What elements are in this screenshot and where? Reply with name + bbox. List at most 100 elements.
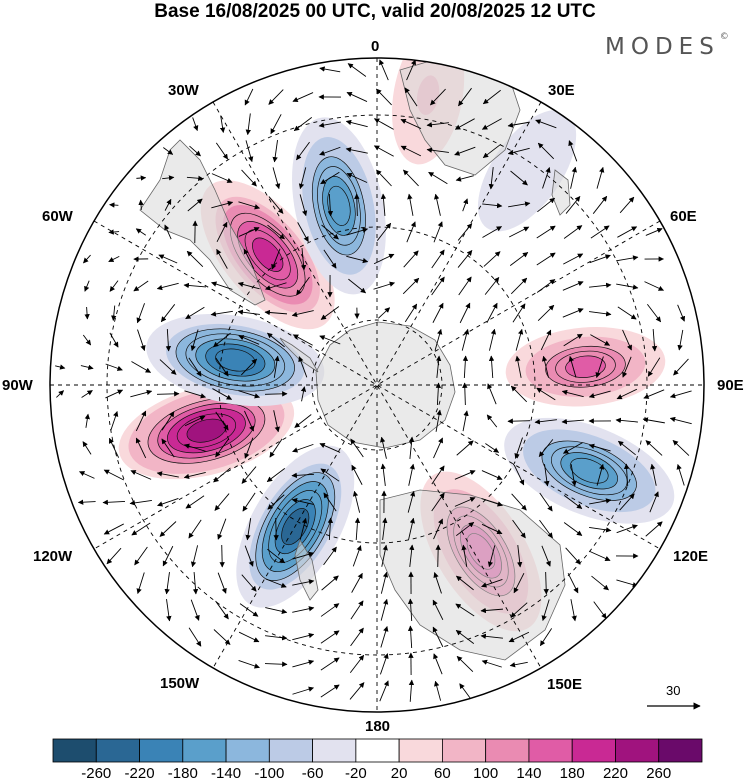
wind-vector: [186, 250, 204, 268]
wind-vector: [80, 364, 94, 370]
wind-vector: [110, 410, 119, 431]
wind-vector: [433, 221, 443, 243]
wind-vector: [509, 661, 528, 668]
wind-vector: [462, 198, 469, 212]
wind-vector: [183, 443, 206, 452]
wind-vector: [354, 193, 360, 217]
wind-vector: [327, 193, 334, 217]
anomaly-contour: [327, 185, 351, 226]
anomaly-s-atlantic-high: [200, 180, 335, 330]
wind-vector: [298, 167, 307, 190]
wind-vector: [352, 490, 361, 513]
wind-vector: [136, 303, 145, 324]
anomaly-east-indian-high: [495, 322, 676, 412]
wind-vector: [293, 116, 313, 132]
wind-vector: [570, 166, 577, 189]
wind-vector: [508, 201, 531, 208]
wind-vector: [102, 499, 126, 506]
wind-vector: [409, 544, 415, 567]
wind-vector: [462, 355, 469, 379]
wind-vector: [162, 545, 174, 567]
wind-vector: [408, 463, 415, 486]
colorbar-tick-label: -220: [124, 765, 155, 782]
wind-vector: [512, 519, 526, 539]
wind-vector: [589, 551, 611, 561]
colorbar-swatch: [528, 738, 573, 763]
wind-vector: [480, 633, 503, 640]
wind-vector: [292, 579, 315, 586]
wind-vector: [536, 225, 556, 239]
wind-vector: [488, 355, 495, 379]
wind-vector: [244, 410, 254, 432]
wind-vector: [454, 470, 476, 480]
wind-vector: [431, 276, 445, 296]
wind-vector: [346, 255, 369, 264]
colorbar-tick-label: -20: [345, 765, 367, 782]
wind-vector: [669, 416, 692, 425]
wind-vector: [543, 571, 549, 595]
wind-vector: [129, 500, 152, 506]
wind-vector: [402, 277, 420, 295]
wind-vector: [481, 118, 502, 130]
wind-vector: [677, 329, 684, 351]
wind-vector: [320, 684, 340, 698]
wind-vector: [354, 517, 361, 541]
lon-label-120e: 120E: [673, 548, 709, 565]
wind-vector: [435, 544, 441, 568]
wind-vector: [268, 89, 284, 105]
wind-vector: [321, 224, 339, 240]
wind-vector: [190, 599, 200, 621]
wind-vector: [435, 355, 442, 378]
wind-vector: [565, 547, 581, 565]
wind-vector: [81, 390, 93, 398]
wind-vector: [238, 335, 260, 345]
wind-vector: [536, 252, 556, 266]
wind-vector: [264, 282, 287, 291]
wind-vector: [589, 498, 612, 505]
lon-label-30w: 30W: [168, 82, 199, 99]
wind-vector: [348, 278, 367, 294]
meridian-60e-120w: [93, 220, 661, 550]
wind-vector: [380, 625, 389, 648]
wind-vector: [544, 464, 550, 487]
wind-vector: [514, 437, 523, 459]
wind-vector: [245, 140, 254, 163]
wind-vector: [192, 572, 199, 595]
wind-vector: [482, 202, 503, 209]
wind-vector: [595, 356, 604, 378]
wind-vector: [55, 364, 66, 370]
wind-vector: [481, 470, 503, 480]
wind-vector: [217, 518, 227, 540]
wind-vector: [135, 228, 147, 236]
wind-vector: [292, 659, 315, 668]
wind-vector: [188, 627, 202, 647]
wind-vector: [486, 414, 498, 428]
wind-vector: [456, 655, 474, 672]
wind-vector: [645, 521, 663, 537]
wind-vector: [512, 303, 526, 323]
wind-vector: [563, 225, 583, 239]
wind-vector: [352, 545, 362, 567]
meridian-30e-150w: [212, 101, 542, 669]
wind-vector: [485, 443, 500, 453]
wind-vector: [487, 545, 496, 568]
wind-vector: [535, 119, 557, 129]
logo-text: MODES: [605, 34, 720, 60]
wind-vector: [292, 92, 314, 102]
wind-vector: [158, 254, 178, 264]
wind-vector: [541, 355, 549, 378]
wind-vector: [237, 309, 260, 315]
wind-vector: [507, 121, 530, 128]
wind-vector: [109, 280, 119, 292]
wind-vector: [184, 390, 207, 399]
wind-vector: [540, 329, 552, 351]
wind-vector: [84, 413, 90, 428]
wind-vector: [267, 224, 285, 240]
wind-vector: [292, 606, 315, 613]
latitude-circle-40s: [106, 114, 648, 656]
wind-vector: [264, 661, 288, 667]
wind-vector: [435, 409, 442, 432]
wind-vector: [672, 440, 690, 456]
wind-vector: [265, 607, 288, 614]
wind-vector: [320, 171, 340, 185]
